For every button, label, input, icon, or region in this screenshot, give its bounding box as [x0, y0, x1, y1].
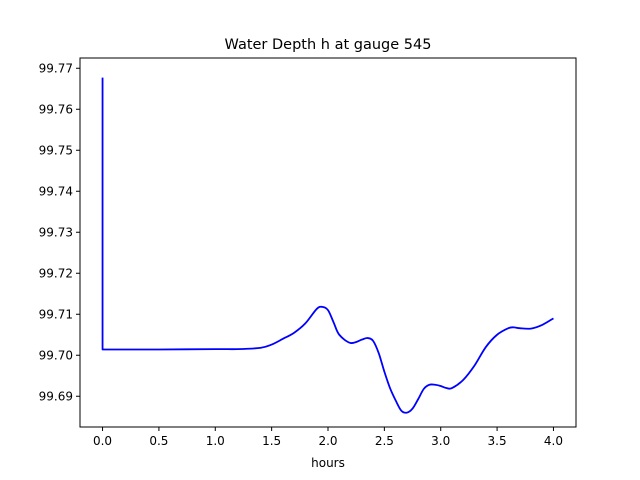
plot-frame — [79, 57, 577, 428]
x-tick-label: 2.5 — [375, 434, 394, 448]
x-tick-label: 4.0 — [544, 434, 563, 448]
chart-title: Water Depth h at gauge 545 — [225, 37, 432, 53]
x-tick-label: 0.5 — [149, 434, 168, 448]
x-tick-label: 2.0 — [318, 434, 337, 448]
x-tick-label: 1.5 — [262, 434, 281, 448]
y-tick-label: 99.69 — [39, 389, 73, 403]
y-tick-label: 99.77 — [39, 61, 73, 75]
x-tick-label: 1.0 — [206, 434, 225, 448]
y-tick-label: 99.75 — [39, 143, 73, 157]
series-line — [101, 77, 554, 414]
x-axis: 0.0 0.5 1.0 1.5 2.0 2.5 3.0 3.5 4.0 — [93, 427, 563, 448]
y-tick-label: 99.72 — [39, 266, 73, 280]
y-tick-label: 99.74 — [39, 184, 73, 198]
y-tick-label: 99.76 — [39, 102, 73, 116]
y-tick-label: 99.70 — [39, 348, 73, 362]
x-tick-label: 3.0 — [431, 434, 450, 448]
x-axis-label: hours — [311, 456, 345, 470]
x-tick-label: 0.0 — [93, 434, 112, 448]
x-tick-label: 3.5 — [488, 434, 507, 448]
y-tick-label: 99.73 — [39, 225, 73, 239]
y-axis: 99.69 99.70 99.71 99.72 99.73 99.74 99.75 99.76… — [39, 61, 80, 403]
y-tick-label: 99.71 — [39, 307, 73, 321]
